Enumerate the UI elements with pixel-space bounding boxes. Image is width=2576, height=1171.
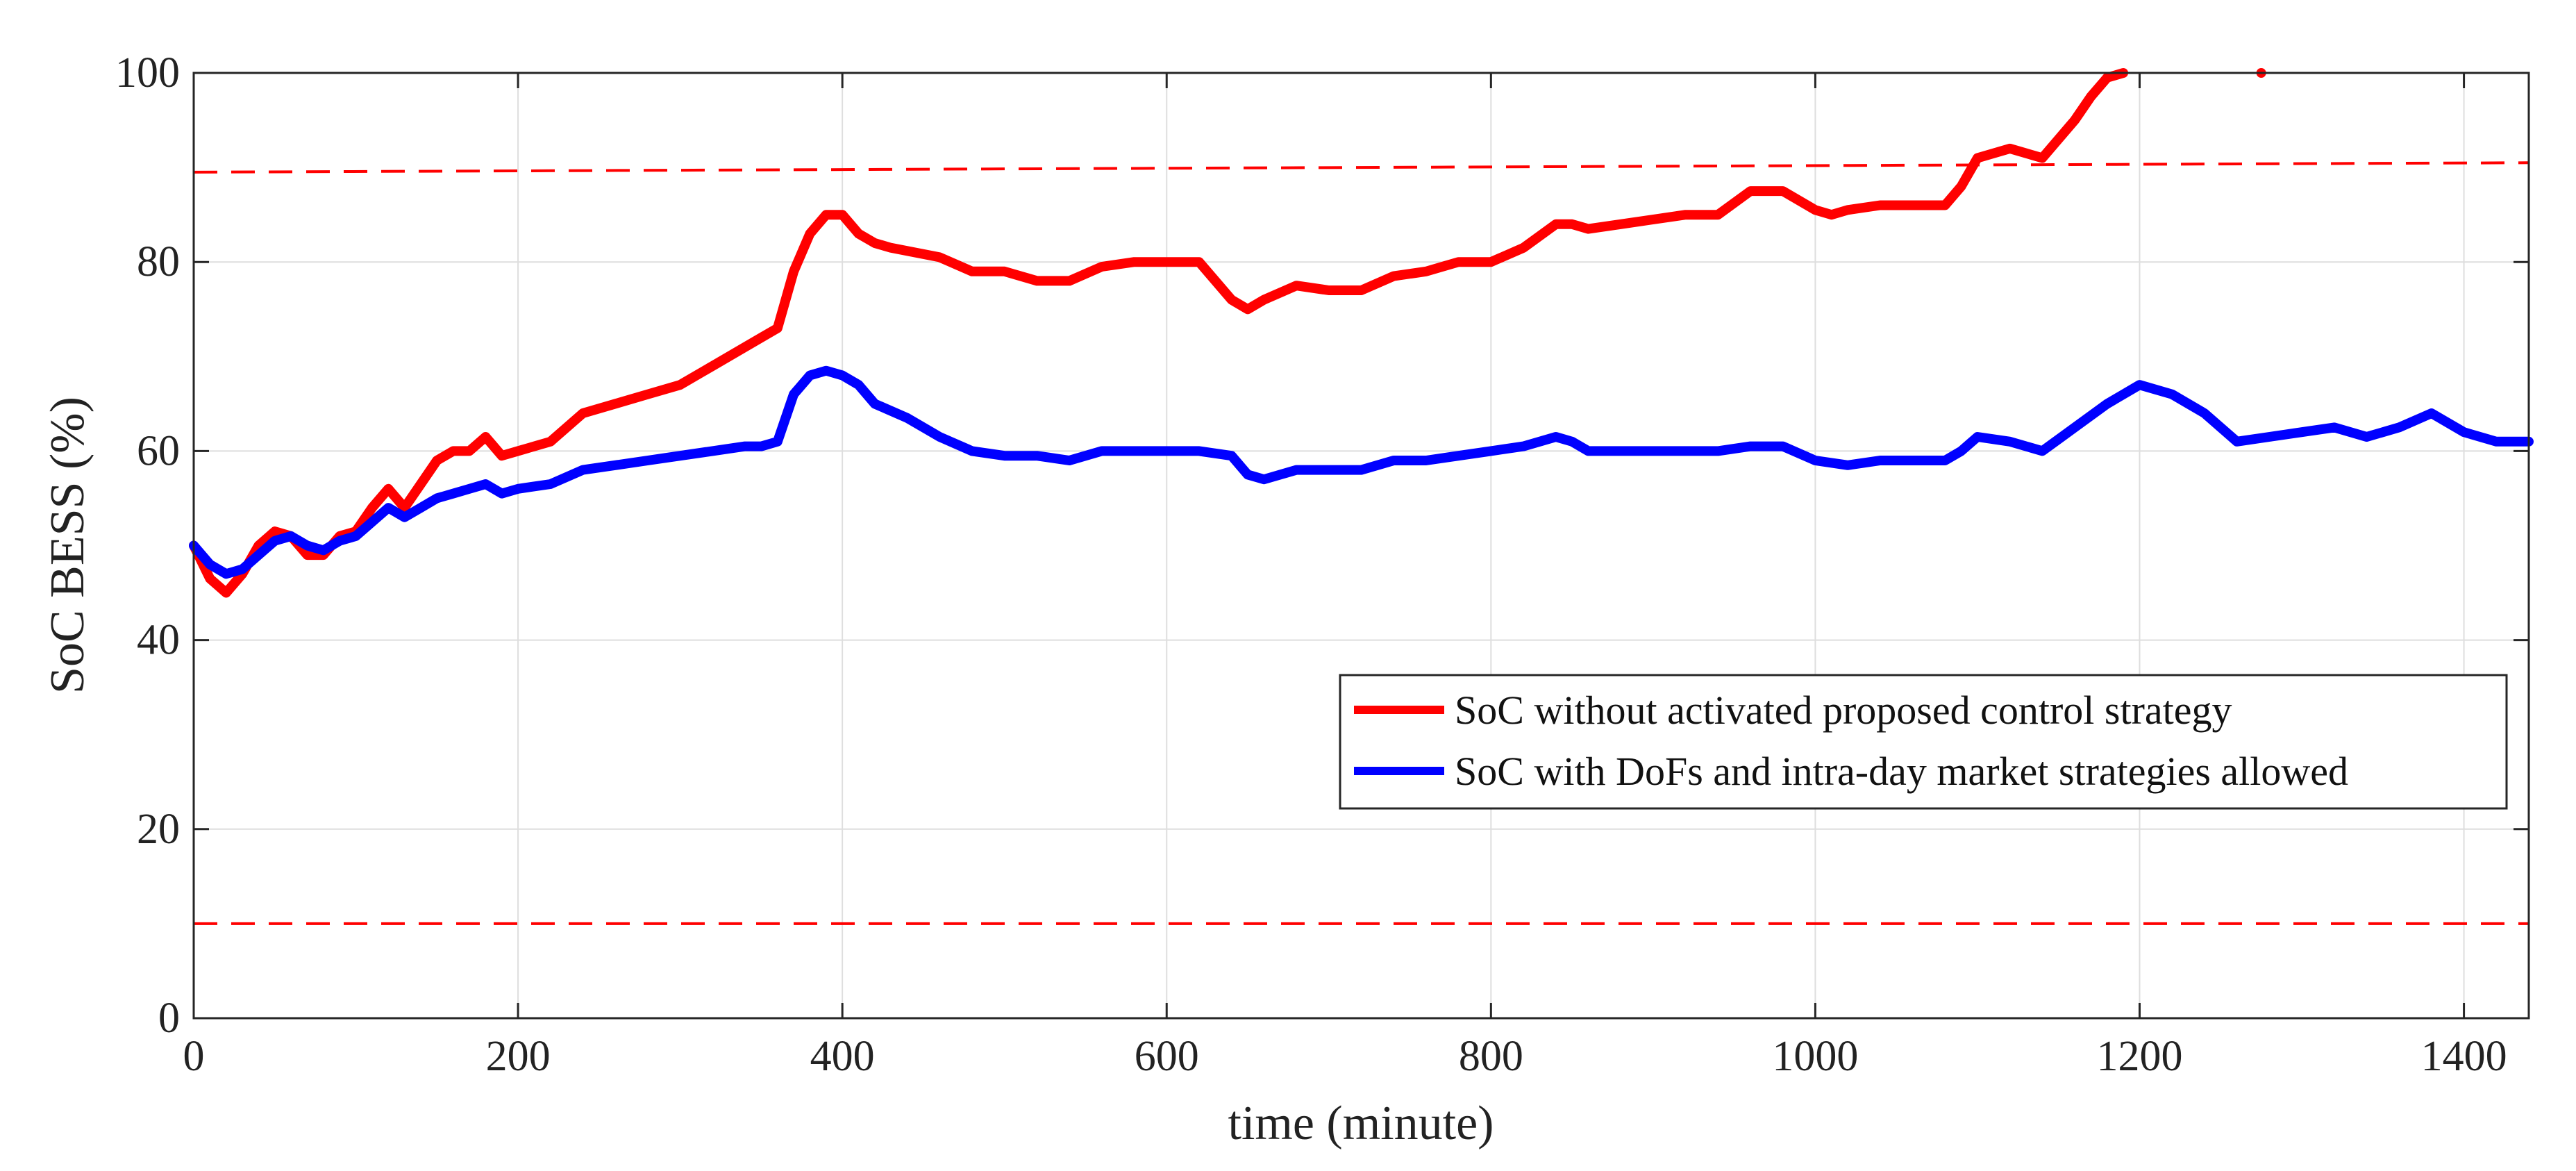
legend: SoC without activated proposed control s… xyxy=(1339,674,2508,810)
y-tick-label: 40 xyxy=(137,617,180,664)
ticks: 0 200 400 600 800 1000 1200 1400 0 20 40 60 80 100 xyxy=(115,49,2529,1080)
x-tick-label: 0 xyxy=(183,1033,205,1080)
y-tick-label: 0 xyxy=(158,995,180,1042)
legend-label-blue: SoC with DoFs and intra-day market strat… xyxy=(1455,749,2348,794)
y-tick-label: 80 xyxy=(137,238,180,285)
y-axis-label: SoC BESS (%) xyxy=(41,397,94,694)
reference-lines xyxy=(193,161,2529,925)
legend-box xyxy=(1339,674,2508,810)
plot-background xyxy=(194,73,2529,1018)
soc-with-dofs-line xyxy=(189,365,2534,579)
plot-frame xyxy=(192,72,2530,1020)
y-tick-label: 100 xyxy=(115,49,180,97)
x-tick-label: 1200 xyxy=(2097,1033,2183,1080)
x-axis-label: time (minute) xyxy=(1228,1097,1494,1150)
x-tick-label: 200 xyxy=(486,1033,551,1080)
legend-label-red: SoC without activated proposed control s… xyxy=(1455,688,2232,733)
x-tick-label: 1400 xyxy=(2421,1033,2507,1080)
x-tick-label: 800 xyxy=(1459,1033,1523,1080)
y-tick-label: 20 xyxy=(137,806,180,853)
y-tick-label: 60 xyxy=(137,427,180,474)
x-tick-label: 1000 xyxy=(1772,1033,1858,1080)
upper-limit-line xyxy=(193,161,2529,174)
soc-without-control-line xyxy=(189,68,2129,598)
x-tick-label: 400 xyxy=(810,1033,875,1080)
x-tick-label: 600 xyxy=(1135,1033,1199,1080)
